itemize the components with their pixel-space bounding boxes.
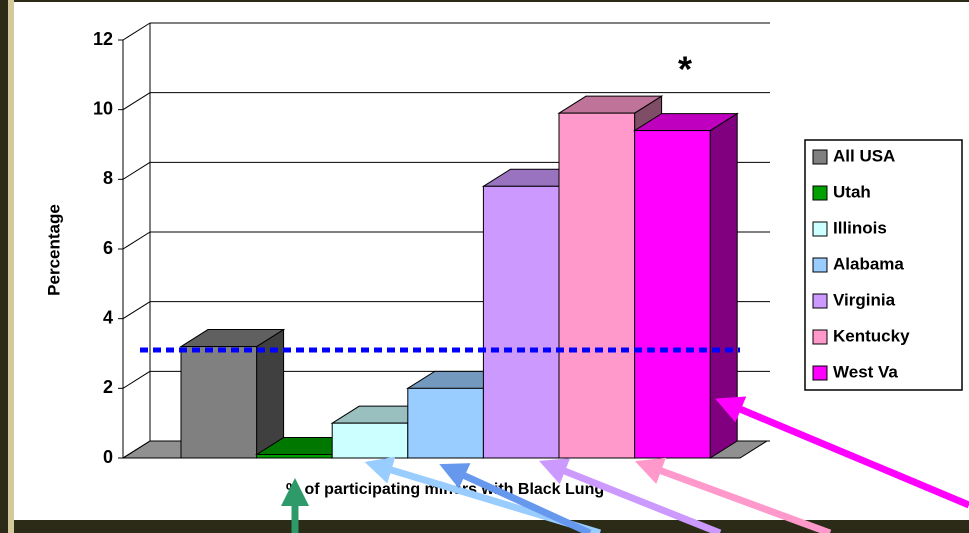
bar	[558, 112, 636, 459]
bar	[482, 185, 560, 459]
plot: 0 2 4 6 8 10 12	[93, 22, 770, 467]
legend-swatch	[812, 329, 828, 345]
legend-label: Illinois	[833, 218, 887, 237]
legend-box	[804, 139, 963, 391]
legend-label: Alabama	[833, 254, 904, 273]
legend-swatch	[812, 293, 828, 309]
wall-tick	[122, 92, 151, 111]
bar	[180, 346, 258, 459]
arrow	[715, 396, 969, 509]
bar	[256, 454, 333, 459]
y-tick-label: 0	[103, 447, 113, 467]
wall-tick	[122, 231, 151, 250]
bar	[331, 422, 409, 459]
y-tick-label: 8	[103, 168, 113, 188]
legend-swatch	[812, 365, 828, 381]
legend: All USA Utah Illinois Alabama Virginia Kentuc…	[812, 146, 910, 381]
legend-label: Kentucky	[833, 326, 910, 345]
wall-tick	[122, 370, 151, 389]
legend-label: West Va	[833, 362, 898, 381]
bar	[634, 130, 711, 459]
wall-tick	[122, 161, 151, 180]
legend-swatch	[812, 257, 828, 273]
y-tick-label: 2	[103, 377, 113, 397]
y-tick-label: 4	[103, 307, 113, 327]
bar	[407, 387, 484, 459]
arrow	[439, 463, 592, 533]
arrow	[634, 457, 832, 533]
legend-label: Virginia	[833, 290, 896, 309]
frame-strip	[8, 0, 14, 533]
legend-label: All USA	[833, 146, 895, 165]
legend-label: Utah	[833, 182, 871, 201]
y-axis-title: Percentage	[44, 204, 63, 296]
arrows	[281, 396, 969, 533]
y-tick-label: 6	[103, 238, 113, 258]
legend-swatch	[812, 221, 828, 237]
arrow	[538, 458, 722, 533]
legend-swatch	[812, 149, 828, 165]
wall-tick	[122, 440, 151, 459]
wall-tick	[122, 22, 151, 41]
wall-tick	[122, 301, 151, 320]
y-tick-label: 10	[93, 98, 113, 118]
annotation: *	[678, 49, 692, 90]
legend-swatch	[812, 185, 828, 201]
y-tick-label: 12	[93, 29, 113, 49]
